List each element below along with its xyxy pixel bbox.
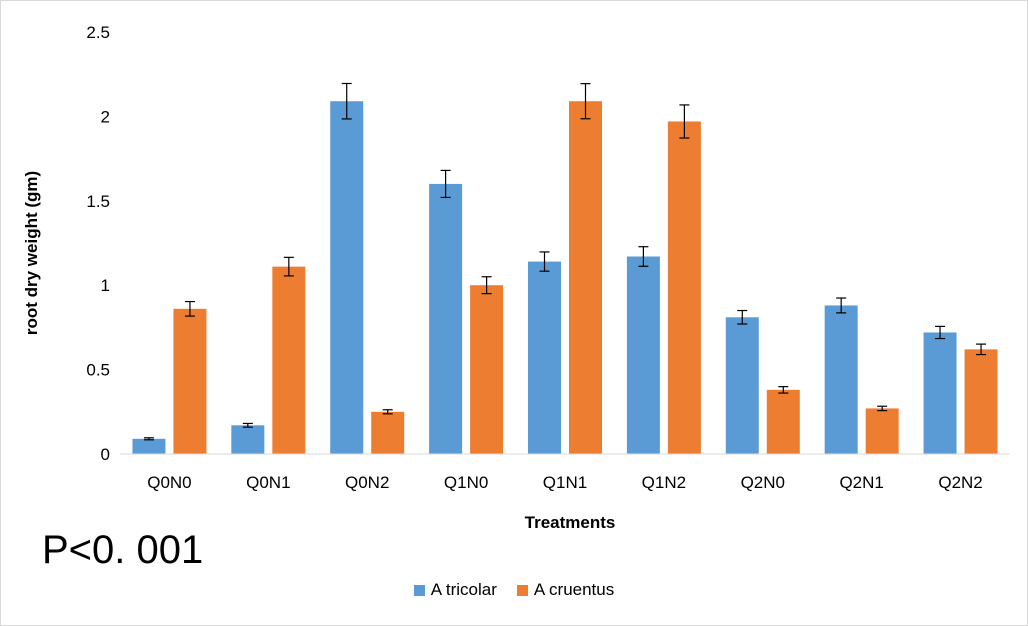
bar-a-tricolar <box>330 101 364 454</box>
legend-item-a-cruentus: A cruentus <box>516 580 615 600</box>
x-tick-label: Q2N2 <box>938 473 982 492</box>
error-bar <box>976 343 987 356</box>
x-tick-label: Q1N0 <box>444 473 488 492</box>
bar-a-tricolar <box>528 261 561 454</box>
bar-a-cruentus <box>173 308 207 454</box>
bar-a-tricolar <box>429 183 463 455</box>
legend-label-a-cruentus: A cruentus <box>533 580 615 599</box>
error-bar <box>184 300 195 317</box>
x-tick-label: Q0N1 <box>246 473 290 492</box>
error-bar <box>580 83 591 120</box>
bar-a-cruentus <box>371 411 405 454</box>
error-bar <box>737 309 748 325</box>
tick-labels-layer: 0 0.5 1 1.5 2 2.5 Q0N0 Q0N1 Q0N2 Q1N0 Q1N1 Q1N2 Q2N0… <box>86 23 982 492</box>
bar-a-cruentus <box>766 389 800 454</box>
error-bar <box>836 297 847 314</box>
error-bar <box>341 82 352 120</box>
bar-a-tricolar <box>923 332 957 454</box>
x-axis-title: Treatments <box>525 513 616 532</box>
legend-swatch-a-cruentus <box>516 584 528 596</box>
x-tick-label: Q0N2 <box>345 473 389 492</box>
y-tick-label: 0 <box>101 445 110 464</box>
x-tick-label: Q1N1 <box>543 473 587 492</box>
legend: A tricolar A cruentus <box>0 580 1028 600</box>
error-bar <box>778 386 789 394</box>
y-tick-label: 0.5 <box>86 361 110 380</box>
bar-a-cruentus <box>470 285 504 454</box>
y-tick-label: 1 <box>101 276 110 295</box>
bar-a-cruentus <box>569 101 602 454</box>
y-tick-label: 2 <box>101 107 110 126</box>
bar-a-cruentus <box>865 408 899 454</box>
x-tick-label: Q1N2 <box>642 473 686 492</box>
error-bar <box>638 246 649 267</box>
bars-layer <box>132 101 998 455</box>
error-bar <box>539 251 550 272</box>
p-value-annotation: P<0. 001 <box>42 528 204 572</box>
error-bars-layer <box>143 82 987 441</box>
error-bar <box>877 405 888 412</box>
error-bar <box>382 409 393 415</box>
error-bar <box>481 276 492 295</box>
x-tick-label: Q2N1 <box>839 473 883 492</box>
error-bar <box>440 169 451 199</box>
bar-a-cruentus <box>964 349 998 454</box>
error-bar <box>935 325 946 340</box>
y-axis-title: root dry weight (gm) <box>22 171 41 335</box>
legend-item-a-tricolar: A tricolar <box>413 580 497 600</box>
error-bar <box>679 104 690 139</box>
bar-a-cruentus <box>667 121 701 455</box>
legend-swatch-a-tricolar <box>413 584 425 596</box>
error-bar <box>143 437 154 441</box>
bar-a-tricolar <box>626 256 660 454</box>
bar-a-tricolar <box>824 305 858 454</box>
error-bar <box>283 256 294 277</box>
legend-label-a-tricolar: A tricolar <box>430 580 497 599</box>
error-bar <box>242 422 253 428</box>
y-tick-label: 2.5 <box>86 23 110 42</box>
x-tick-label: Q2N0 <box>741 473 785 492</box>
bar-a-tricolar <box>132 438 166 454</box>
bar-a-cruentus <box>272 266 306 454</box>
bar-a-tricolar <box>231 425 265 454</box>
bar-a-tricolar <box>725 317 759 454</box>
y-tick-label: 1.5 <box>86 192 110 211</box>
x-tick-label: Q0N0 <box>147 473 191 492</box>
